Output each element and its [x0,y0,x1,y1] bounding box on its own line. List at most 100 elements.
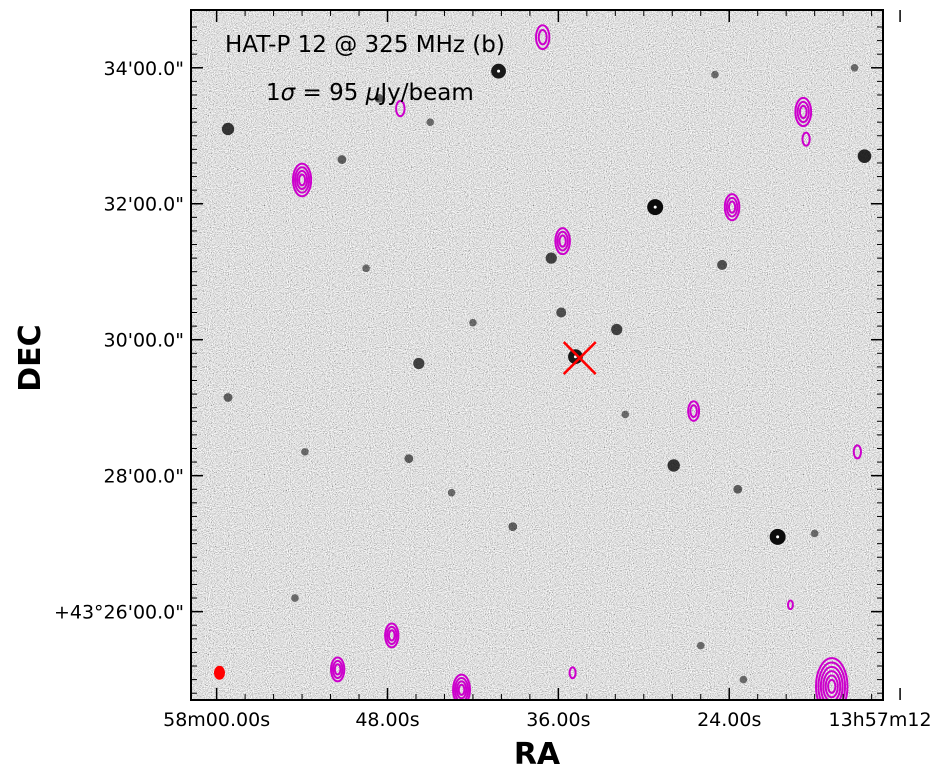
optical-source [404,454,414,464]
contour-level [727,200,737,214]
contour-level [537,29,548,46]
contour-source [384,622,400,649]
contour-level [330,656,346,683]
contour-level [554,227,571,256]
y-tick-label: 30'00.0" [104,330,184,352]
optical-source [413,357,425,370]
contour-level [455,680,468,700]
noise-prefix: 1 [266,80,281,106]
contour-level [796,100,810,124]
contour-level [798,104,808,120]
contour-level [558,234,567,248]
target-marker-stroke [562,341,597,375]
optical-source [696,641,705,650]
contour-level [556,230,569,252]
contour-level [331,659,344,679]
x-tick-label: 58m00.00s [163,709,270,731]
contour-level [333,663,342,676]
plot-frame [190,9,884,701]
contour-level [535,24,551,51]
contour-source [395,99,406,118]
optical-source [717,259,728,270]
contour-level [568,666,577,680]
contour-level [723,193,741,222]
contour-level [794,96,813,128]
noise-mu: μ [365,80,381,106]
contour-level [725,196,739,218]
contour-level [827,678,837,694]
contour-level [291,162,313,198]
contour-level [822,670,842,700]
optical-source [739,675,748,684]
contour-source [554,227,571,256]
contour-level [453,676,470,700]
optical-source-core [497,69,501,73]
beam-ellipse [213,665,225,680]
optical-source [362,264,370,273]
x-tick-label: 13h57m12.00s [828,709,933,731]
contour-level [817,661,847,700]
noise-equals: = 95 [295,80,365,106]
contour-level [687,400,701,422]
contour-level [689,404,698,418]
contour-level [852,444,863,460]
optical-source [508,522,518,532]
axis-tick-labels: 58m00.00s 48.00s 36.00s 24.00s 13h57m12.00s +… [54,58,933,731]
y-tick-label: 28'00.0" [104,466,184,488]
contour-source [787,599,794,611]
contour-source [815,657,849,700]
optical-source [850,63,859,72]
optical-source [611,323,623,336]
optical-source [223,393,233,402]
x-tick-label: 36.00s [526,709,590,731]
image-noise-texture [191,10,883,700]
x-tick-label: 48.00s [355,709,419,731]
markers-layer [213,341,597,680]
optical-source [711,70,719,79]
axis-ticks [191,10,901,700]
contour-level [824,674,839,699]
optical-source [337,155,347,164]
contour-level [819,665,844,700]
contour-level [787,599,794,611]
contour-source [330,656,346,683]
noise-sigma: σ [281,80,297,106]
y-tick-label: 32'00.0" [104,194,184,216]
x-axis-label: RA [514,737,561,772]
optical-source [426,118,435,126]
contour-level [298,173,307,187]
optical-source [221,122,235,136]
contour-source [801,131,811,147]
x-tick-label: 24.00s [697,709,761,731]
contour-level [452,673,472,700]
optical-source [447,488,456,497]
optical-source [667,459,680,472]
optical-source-core [776,535,780,539]
contour-level [395,99,406,118]
contour-level [815,657,849,700]
image-panel [191,10,883,700]
y-axis-label: DEC [13,324,48,391]
optical-source [545,252,557,264]
y-tick-label: 34'00.0" [104,58,184,80]
optical-source [301,448,309,456]
figure-annotation-noise: 1σ = 95 μJy/beam [266,80,474,106]
radio-contours-layer [291,24,863,700]
contour-source [687,400,701,422]
contour-level [387,629,396,642]
contour-source [535,24,551,51]
optical-source [857,149,872,163]
contour-source [452,673,472,700]
optical-source [810,529,819,538]
contour-source [291,162,313,198]
target-marker [562,341,597,375]
contour-source [794,96,813,128]
optical-source [733,484,743,494]
optical-source [469,318,477,327]
optical-source [291,594,299,602]
contour-level [386,625,398,645]
contour-level [384,622,400,649]
y-tick-label: +43°26'00.0" [54,602,184,624]
contour-level [801,131,811,147]
optical-sources-layer [221,63,872,684]
